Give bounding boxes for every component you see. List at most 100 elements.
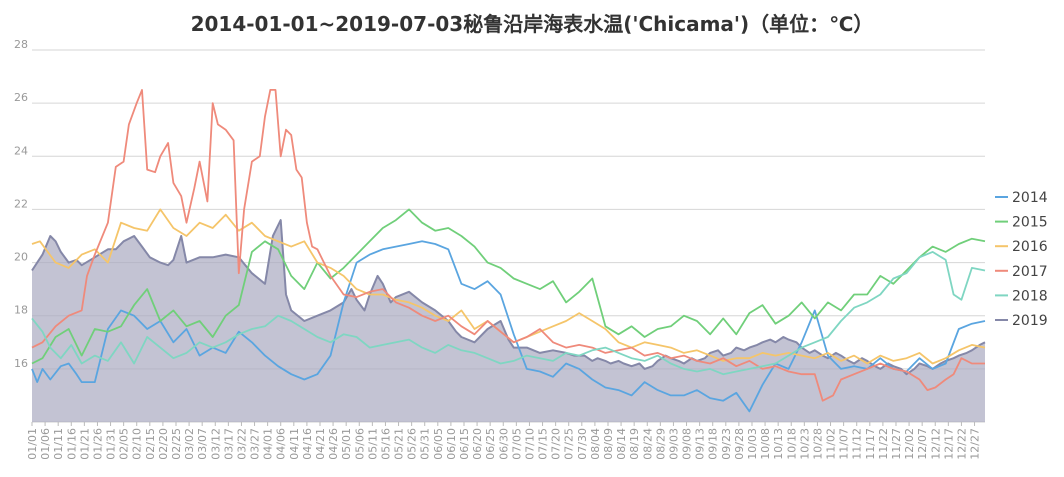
y-tick-label: 26 xyxy=(14,91,28,104)
x-tick-label: 09/18 xyxy=(707,428,720,460)
x-tick-label: 07/10 xyxy=(523,428,536,460)
x-tick-label: 11/07 xyxy=(838,428,851,460)
y-tick-label: 24 xyxy=(14,144,28,157)
x-tick-label: 01/06 xyxy=(39,428,52,460)
x-tick-label: 04/06 xyxy=(275,428,288,460)
x-tick-label: 02/20 xyxy=(157,428,170,460)
y-tick-label: 28 xyxy=(14,38,28,51)
y-tick-label: 22 xyxy=(14,197,28,210)
x-tick-label: 03/22 xyxy=(235,428,248,460)
x-tick-label: 07/20 xyxy=(550,428,563,460)
x-tick-label: 01/26 xyxy=(91,428,104,460)
series-line-2014 xyxy=(31,240,986,413)
x-tick-label: 05/31 xyxy=(419,428,432,460)
legend-item-2014[interactable]: 2014 xyxy=(995,190,1048,206)
x-tick-label: 07/30 xyxy=(576,428,589,460)
x-tick-label: 01/16 xyxy=(65,428,78,460)
chart-title: 2014-01-01~2019-07-03秘鲁沿岸海表水温('Chicama')… xyxy=(190,12,874,36)
x-tick-label: 12/17 xyxy=(942,428,955,460)
x-tick-label: 05/11 xyxy=(366,428,379,460)
legend-item-2016[interactable]: 2016 xyxy=(995,239,1048,255)
x-tick-label: 11/12 xyxy=(851,428,864,460)
x-tick-label: 03/02 xyxy=(183,428,196,460)
x-tick-label: 08/14 xyxy=(615,428,628,460)
x-tick-label: 04/16 xyxy=(301,428,314,460)
x-tick-label: 10/28 xyxy=(811,428,824,460)
x-tick-label: 05/21 xyxy=(393,428,406,460)
x-tick-label: 12/07 xyxy=(916,428,929,460)
x-tick-label: 08/24 xyxy=(641,428,654,460)
y-axis: 16 18 20 22 24 26 28 xyxy=(14,38,28,370)
x-tick-label: 01/01 xyxy=(26,428,39,460)
x-tick-label: 03/27 xyxy=(249,428,262,460)
x-tick-label: 09/13 xyxy=(694,428,707,460)
x-tick-label: 10/23 xyxy=(798,428,811,460)
x-tick-label: 08/19 xyxy=(628,428,641,460)
legend-label: 2019 xyxy=(1012,313,1048,329)
x-tick-label: 06/25 xyxy=(484,428,497,460)
y-tick-label: 20 xyxy=(14,251,28,264)
x-tick-label: 02/10 xyxy=(131,428,144,460)
x-tick-label: 10/03 xyxy=(746,428,759,460)
legend[interactable]: 2014 2015 2016 2017 2018 2019 xyxy=(995,190,1048,329)
legend-label: 2018 xyxy=(1012,288,1048,304)
x-tick-label: 05/06 xyxy=(353,428,366,460)
x-tick-label: 10/08 xyxy=(759,428,772,460)
series-area-2019 xyxy=(32,220,985,422)
x-tick-label: 08/04 xyxy=(589,428,602,460)
x-tick-label: 08/29 xyxy=(654,428,667,460)
series-line-2017 xyxy=(31,89,985,402)
x-tick-label: 07/15 xyxy=(537,428,550,460)
x-tick-label: 04/21 xyxy=(314,428,327,460)
x-tick-label: 02/25 xyxy=(170,428,183,460)
x-tick-label: 01/21 xyxy=(78,428,91,460)
x-tick-label: 03/17 xyxy=(222,428,235,460)
series-layer xyxy=(31,89,986,422)
x-tick-label: 11/22 xyxy=(877,428,890,460)
x-tick-label: 09/23 xyxy=(720,428,733,460)
x-tick-label: 06/10 xyxy=(445,428,458,460)
x-tick-label: 12/22 xyxy=(955,428,968,460)
y-tick-label: 18 xyxy=(14,304,28,317)
x-tick-label: 11/02 xyxy=(825,428,838,460)
legend-label: 2016 xyxy=(1012,239,1048,255)
x-tick-label: 08/09 xyxy=(602,428,615,460)
legend-item-2018[interactable]: 2018 xyxy=(995,288,1048,304)
series-line-2019 xyxy=(31,219,986,376)
x-tick-label: 11/17 xyxy=(864,428,877,460)
x-tick-label: 09/08 xyxy=(681,428,694,460)
legend-label: 2015 xyxy=(1012,215,1048,231)
x-tick-label: 06/20 xyxy=(471,428,484,460)
x-tick-label: 06/30 xyxy=(497,428,510,460)
x-tick-label: 05/26 xyxy=(406,428,419,460)
x-tick-label: 03/07 xyxy=(196,428,209,460)
x-tick-label: 09/03 xyxy=(667,428,680,460)
legend-item-2017[interactable]: 2017 xyxy=(995,264,1048,280)
x-tick-label: 07/25 xyxy=(563,428,576,460)
x-tick-label: 01/31 xyxy=(105,428,118,460)
x-tick-label: 10/18 xyxy=(785,428,798,460)
x-tick-label: 02/05 xyxy=(118,428,131,460)
x-tick-label: 05/01 xyxy=(340,428,353,460)
series-line-2018 xyxy=(31,250,986,376)
y-tick-label: 16 xyxy=(14,357,28,370)
x-tick-label: 09/28 xyxy=(733,428,746,460)
x-tick-label: 11/27 xyxy=(890,428,903,460)
x-tick-label: 12/02 xyxy=(903,428,916,460)
legend-item-2015[interactable]: 2015 xyxy=(995,215,1048,231)
x-tick-label: 02/15 xyxy=(144,428,157,460)
legend-label: 2017 xyxy=(1012,264,1048,280)
legend-item-2019[interactable]: 2019 xyxy=(995,313,1048,329)
x-tick-label: 04/01 xyxy=(262,428,275,460)
x-tick-label: 04/11 xyxy=(288,428,301,460)
x-tick-label: 06/15 xyxy=(458,428,471,460)
x-tick-label: 10/13 xyxy=(772,428,785,460)
x-tick-label: 12/12 xyxy=(929,428,942,460)
legend-label: 2014 xyxy=(1012,190,1048,206)
x-tick-label: 01/11 xyxy=(52,428,65,460)
x-tick-label: 05/16 xyxy=(379,428,392,460)
x-tick-label: 04/26 xyxy=(327,428,340,460)
x-tick-label: 06/05 xyxy=(432,428,445,460)
x-tick-label: 12/27 xyxy=(969,428,982,460)
